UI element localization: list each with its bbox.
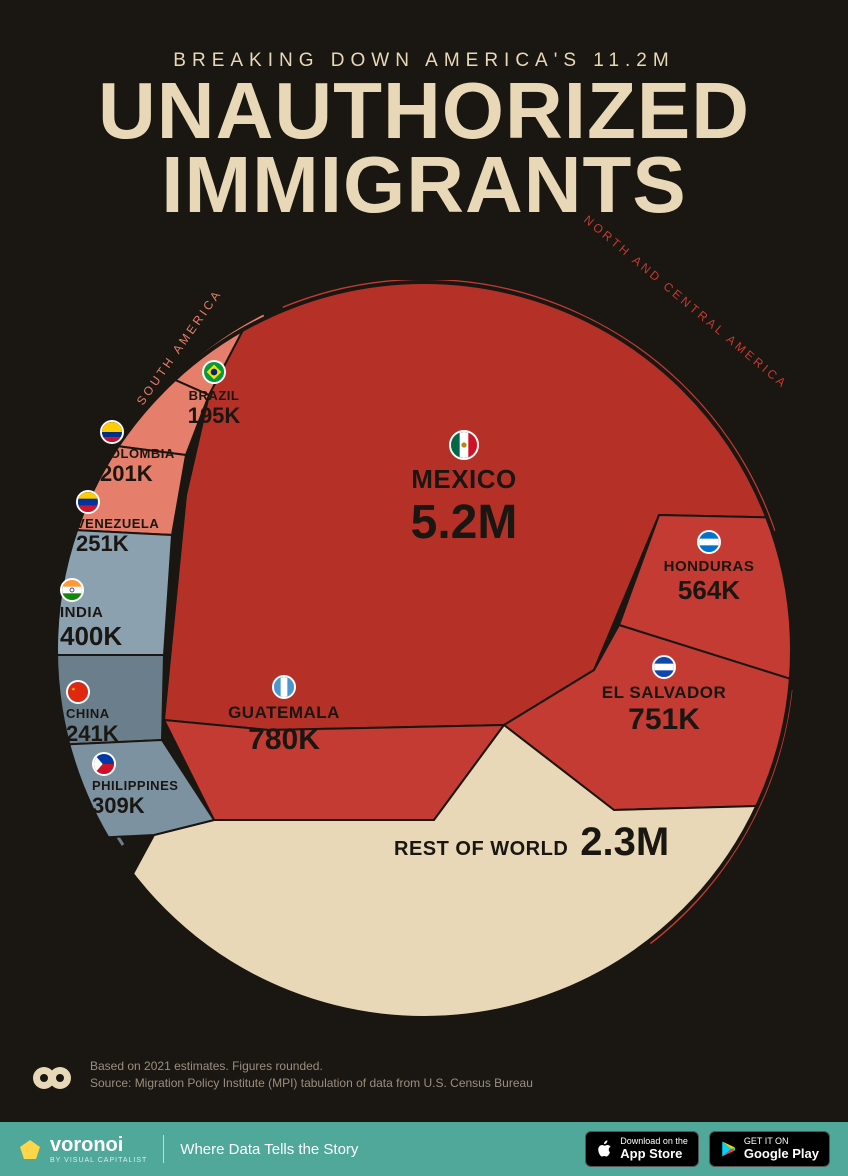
store-badges: Download on theApp Store GET IT ONGoogle… (585, 1131, 830, 1167)
voronoi-chart: MEXICO 5.2M HONDURAS 564K EL SALVADOR 75… (54, 280, 794, 1020)
promo-divider (163, 1135, 164, 1163)
title-line-2: IMMIGRANTS (161, 140, 687, 229)
header: BREAKING DOWN AMERICA'S 11.2M UNAUTHORIZ… (0, 50, 848, 221)
google-play-icon (720, 1140, 738, 1158)
infographic-canvas: BREAKING DOWN AMERICA'S 11.2M UNAUTHORIZ… (0, 0, 848, 1176)
footer-line-1: Based on 2021 estimates. Figures rounded… (90, 1058, 533, 1075)
promo-brand: voronoi (50, 1134, 123, 1156)
play-big: Google Play (744, 1147, 819, 1161)
apple-icon (596, 1140, 614, 1158)
footer-line-2: Source: Migration Policy Institute (MPI)… (90, 1075, 533, 1092)
voronoi-logo-icon (18, 1137, 42, 1161)
promo-bar: voronoi BY VISUAL CAPITALIST Where Data … (0, 1122, 848, 1176)
main-title: UNAUTHORIZED IMMIGRANTS (0, 74, 848, 221)
googleplay-badge[interactable]: GET IT ONGoogle Play (709, 1131, 830, 1167)
promo-tagline: Where Data Tells the Story (180, 1141, 358, 1158)
promo-logo: voronoi BY VISUAL CAPITALIST (18, 1134, 147, 1164)
cell-china (54, 655, 164, 745)
appstore-big: App Store (620, 1147, 688, 1161)
footer-note: Based on 2021 estimates. Figures rounded… (90, 1058, 533, 1092)
voronoi-svg (54, 280, 794, 1020)
promo-brand-sub: BY VISUAL CAPITALIST (50, 1157, 147, 1164)
appstore-badge[interactable]: Download on theApp Store (585, 1131, 699, 1167)
voronoi-mark-icon (30, 1056, 74, 1092)
